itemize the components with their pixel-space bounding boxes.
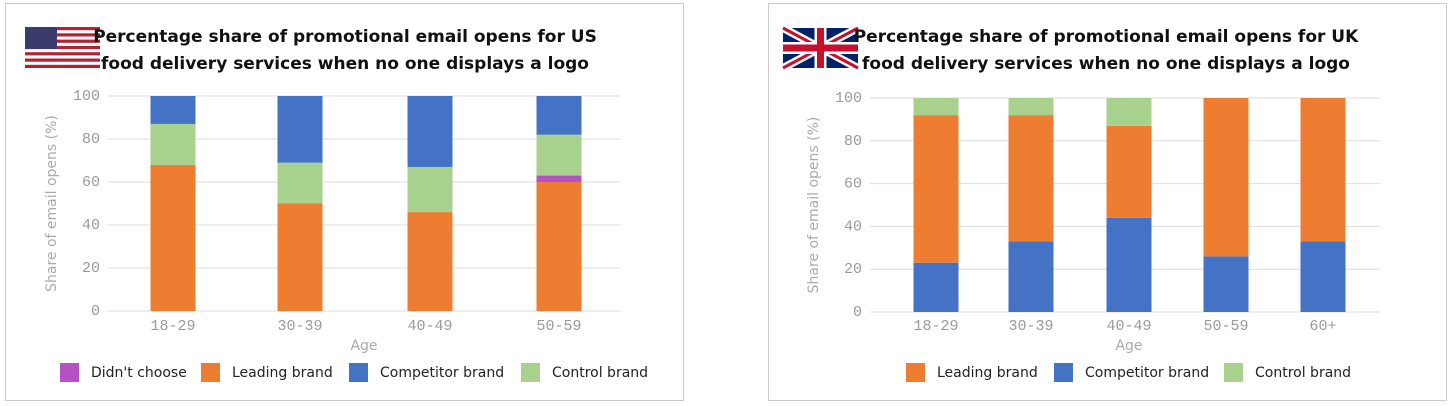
y-tick-label: 80 <box>844 133 862 150</box>
chart-title: Percentage share of promotional email op… <box>854 27 1359 47</box>
y-tick-label: 20 <box>82 260 100 277</box>
x-tick-label: 60+ <box>1309 318 1336 335</box>
bar-segment <box>536 182 582 311</box>
legend-swatch <box>1054 363 1073 382</box>
legend-swatch <box>349 363 368 382</box>
bar-segment <box>1106 125 1152 218</box>
y-tick-label: 100 <box>835 90 862 107</box>
us-flag <box>25 27 100 68</box>
bar-segment <box>913 115 959 263</box>
bar-segment <box>913 262 959 312</box>
legend-label: Leading brand <box>937 365 1038 381</box>
y-tick-label: 80 <box>82 131 100 148</box>
x-tick-label: 30-39 <box>277 318 322 335</box>
legend-swatch <box>201 363 220 382</box>
legend-swatch <box>60 363 79 382</box>
x-tick-label: 40-49 <box>1106 318 1151 335</box>
bar-segment <box>150 123 196 165</box>
bar-segment <box>1008 241 1054 312</box>
bar-segment <box>536 134 582 176</box>
bar-segment <box>1008 98 1054 116</box>
legend-label: Didn't choose <box>91 365 187 381</box>
y-tick-label: 20 <box>844 261 862 278</box>
uk-flag <box>781 24 860 72</box>
y-axis-title: Share of email opens (%) <box>806 117 822 294</box>
bar-segment <box>536 96 582 135</box>
bar-segment <box>1300 98 1346 242</box>
bar-segment <box>1203 256 1249 312</box>
legend-label: Leading brand <box>232 365 333 381</box>
bar-segment <box>1106 98 1152 126</box>
y-tick-label: 0 <box>91 303 100 320</box>
x-tick-label: 50-59 <box>536 318 581 335</box>
bar-segment <box>913 98 959 116</box>
bar-segment <box>407 166 453 213</box>
bar-segment <box>407 212 453 311</box>
x-tick-label: 18-29 <box>913 318 958 335</box>
bar-segment <box>407 96 453 167</box>
x-tick-label: 30-39 <box>1008 318 1053 335</box>
chart-title: food delivery services when no one displ… <box>862 54 1350 74</box>
bar-segment <box>536 175 582 182</box>
bar-segment <box>150 96 196 124</box>
bar-segment <box>277 162 323 204</box>
x-axis-title: Age <box>1115 338 1142 354</box>
bar-segment <box>1106 217 1152 312</box>
bar-segment <box>277 203 323 311</box>
x-tick-label: 40-49 <box>407 318 452 335</box>
chart-title: Percentage share of promotional email op… <box>93 27 597 47</box>
y-tick-label: 100 <box>73 88 100 105</box>
legend-label: Control brand <box>1255 365 1351 381</box>
y-tick-label: 40 <box>82 217 100 234</box>
legend-swatch <box>906 363 925 382</box>
bar-segment <box>1203 98 1249 257</box>
x-axis-title: Age <box>350 338 377 354</box>
y-tick-label: 40 <box>844 218 862 235</box>
legend-label: Competitor brand <box>380 365 504 381</box>
chart-title: food delivery services when no one displ… <box>101 54 589 74</box>
y-tick-label: 60 <box>844 176 862 193</box>
x-tick-label: 18-29 <box>150 318 195 335</box>
bar-segment <box>1300 241 1346 312</box>
y-axis-title: Share of email opens (%) <box>44 115 60 292</box>
legend-swatch <box>1224 363 1243 382</box>
bar-segment <box>277 96 323 163</box>
y-tick-label: 0 <box>853 304 862 321</box>
bar-segment <box>1008 115 1054 242</box>
x-tick-label: 50-59 <box>1203 318 1248 335</box>
y-tick-label: 60 <box>82 174 100 191</box>
legend-label: Competitor brand <box>1085 365 1209 381</box>
legend-label: Control brand <box>552 365 648 381</box>
legend-swatch <box>521 363 540 382</box>
bar-segment <box>150 164 196 311</box>
